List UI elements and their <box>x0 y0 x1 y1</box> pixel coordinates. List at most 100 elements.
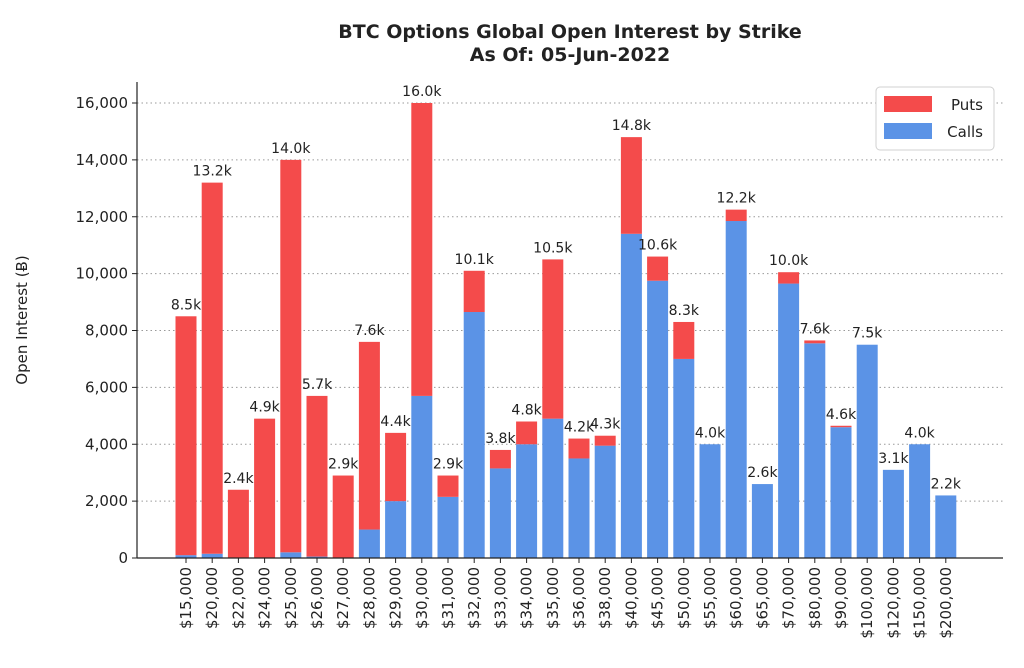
y-tick-label: 4,000 <box>85 435 128 453</box>
bar-puts <box>175 316 197 556</box>
data-label: 2.2k <box>931 476 962 492</box>
bar-puts <box>804 340 826 344</box>
x-tick-label: $120,000 <box>884 567 902 639</box>
data-label: 2.9k <box>328 457 359 473</box>
x-tick-label: $25,000 <box>282 567 300 629</box>
data-label: 2.9k <box>433 457 464 473</box>
bar-puts <box>516 421 538 445</box>
legend: Puts Calls <box>875 86 995 151</box>
x-tick-label: $30,000 <box>413 567 431 629</box>
bar-puts <box>280 159 302 553</box>
bar-calls <box>280 552 302 558</box>
bar-puts <box>830 425 852 428</box>
x-tick-label: $24,000 <box>256 567 274 629</box>
bar-puts <box>778 272 800 284</box>
x-tick-label: $27,000 <box>334 567 352 629</box>
data-label: 7.6k <box>354 323 385 339</box>
x-tick-label: $38,000 <box>596 567 614 629</box>
bar-puts <box>542 259 564 419</box>
bar-calls <box>909 444 931 558</box>
bar-calls <box>699 444 721 558</box>
x-tick-label: $50,000 <box>675 567 693 629</box>
bar-calls <box>542 418 564 558</box>
data-label: 16.0k <box>402 84 442 100</box>
y-axis-ticks: 0 2,000 4,000 6,000 8,000 10,000 12,000 14,000 1… <box>76 94 137 567</box>
y-tick-label: 10,000 <box>76 265 129 283</box>
x-tick-label: $28,000 <box>360 567 378 629</box>
bar-puts <box>620 137 642 234</box>
data-label: 7.5k <box>852 326 883 342</box>
chart-subtitle: As Of: 05-Jun-2022 <box>470 44 670 66</box>
bar-calls <box>778 283 800 558</box>
bar-puts <box>437 475 459 497</box>
bar-calls <box>830 427 852 558</box>
y-tick-label: 8,000 <box>85 322 128 340</box>
chart-title: BTC Options Global Open Interest by Stri… <box>338 21 801 43</box>
bar-calls <box>882 469 904 558</box>
x-tick-label: $200,000 <box>937 567 955 639</box>
x-tick-label: $35,000 <box>544 567 562 629</box>
bar-puts <box>725 209 747 222</box>
bar-calls <box>856 344 878 558</box>
bars <box>175 103 957 558</box>
bar-calls <box>647 280 669 558</box>
bar-calls <box>620 233 642 558</box>
bar-calls <box>463 312 485 558</box>
x-tick-label: $80,000 <box>806 567 824 629</box>
bar-calls <box>385 501 407 558</box>
y-tick-label: 2,000 <box>85 492 128 510</box>
data-label: 4.0k <box>904 425 935 441</box>
bar-calls <box>935 495 957 558</box>
bar-calls <box>751 484 773 558</box>
data-label: 2.4k <box>223 471 254 487</box>
data-label: 10.0k <box>769 253 809 269</box>
bar-calls <box>568 458 590 558</box>
legend-swatch-calls <box>884 123 932 139</box>
y-tick-label: 0 <box>118 549 128 567</box>
data-label: 12.2k <box>717 191 757 207</box>
legend-swatch-puts <box>884 96 932 112</box>
x-tick-label: $90,000 <box>832 567 850 629</box>
data-label: 10.5k <box>533 240 573 256</box>
bar-calls <box>673 358 695 558</box>
data-label: 4.4k <box>380 414 411 430</box>
x-tick-label: $20,000 <box>203 567 221 629</box>
data-label: 4.3k <box>590 417 621 433</box>
bar-calls <box>516 444 538 558</box>
x-tick-label: $100,000 <box>858 567 876 639</box>
x-tick-label: $150,000 <box>911 567 929 639</box>
data-label: 4.6k <box>826 407 857 423</box>
x-tick-label: $65,000 <box>753 567 771 629</box>
bar-calls <box>411 395 433 558</box>
data-label: 14.8k <box>612 118 652 134</box>
bar-puts <box>673 321 695 359</box>
y-tick-label: 14,000 <box>76 151 129 169</box>
x-tick-label: $32,000 <box>465 567 483 629</box>
bar-puts <box>647 256 669 281</box>
x-tick-label: $36,000 <box>570 567 588 629</box>
data-label: 7.6k <box>800 321 831 337</box>
x-tick-label: $45,000 <box>649 567 667 629</box>
bar-calls <box>489 468 511 558</box>
data-label: 14.0k <box>271 141 311 157</box>
bar-puts <box>463 270 485 313</box>
bar-calls <box>594 445 616 558</box>
y-tick-label: 6,000 <box>85 378 128 396</box>
data-label: 8.3k <box>669 303 700 319</box>
x-tick-label: $55,000 <box>701 567 719 629</box>
legend-label-puts: Puts <box>951 96 983 114</box>
y-tick-label: 12,000 <box>76 208 129 226</box>
bar-puts <box>411 103 433 396</box>
data-label: 4.8k <box>511 403 542 419</box>
y-axis-label: Open Interest (Ƀ) <box>13 255 31 384</box>
bar-calls <box>175 555 197 558</box>
bar-puts <box>568 438 590 459</box>
bar-puts <box>227 489 249 558</box>
data-label: 8.5k <box>171 297 202 313</box>
bar-puts <box>385 432 407 502</box>
data-label: 3.8k <box>485 431 516 447</box>
data-labels: 8.5k 13.2k 2.4k 4.9k 14.0k 5.7k 2.9k 7.6k 4.4k 16… <box>171 84 962 492</box>
data-label: 10.1k <box>455 252 495 268</box>
x-tick-label: $40,000 <box>622 567 640 629</box>
